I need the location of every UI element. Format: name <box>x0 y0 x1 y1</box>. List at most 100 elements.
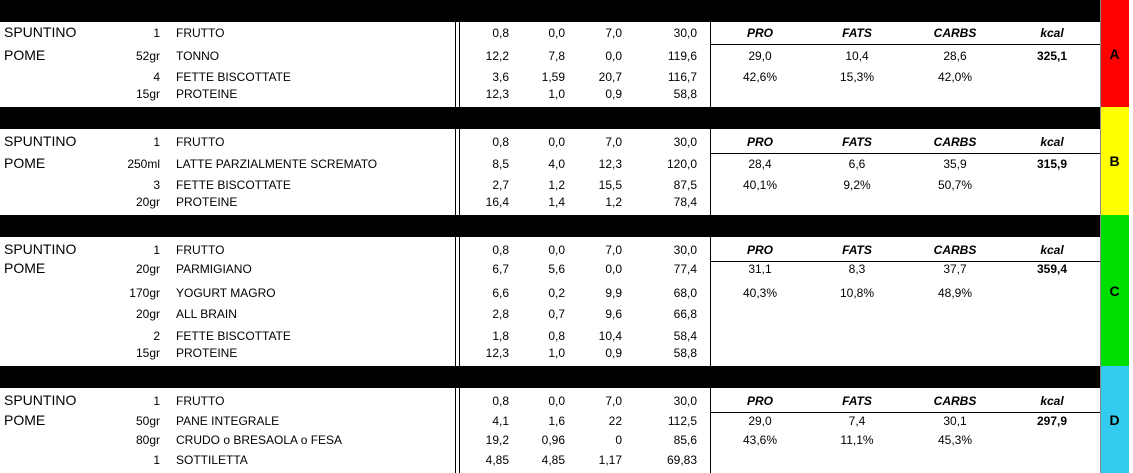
nutrient-value: 0,9 <box>605 87 622 101</box>
nutrient-value: 6,7 <box>492 262 509 276</box>
nutrient-value: 58,8 <box>673 346 697 360</box>
nutrient-value: 4,0 <box>548 157 565 171</box>
summary-value: 359,4 <box>1036 262 1068 276</box>
divider <box>455 237 456 366</box>
divider <box>459 388 460 473</box>
divider <box>459 129 460 215</box>
header-bar <box>0 107 1100 129</box>
quantity: 20gr <box>135 195 160 209</box>
nutrient-value: 1,2 <box>548 178 565 192</box>
food-name: PANE INTEGRALE <box>176 414 280 428</box>
nutrient-value: 4,1 <box>492 414 509 428</box>
nutrient-value: 0,8 <box>492 243 509 257</box>
nutrient-value: 7,0 <box>605 26 622 40</box>
quantity: 1 <box>153 453 160 467</box>
quantity: 1 <box>153 243 160 257</box>
quantity: 50gr <box>135 414 160 428</box>
divider <box>710 261 1100 262</box>
nutrient-value: 12,3 <box>598 157 622 171</box>
divider <box>459 237 460 366</box>
row-label: SPUNTINO <box>4 241 77 257</box>
nutrient-value: 0,0 <box>548 394 565 408</box>
nutrient-value: 0,0 <box>548 135 565 149</box>
quantity: 2 <box>153 329 160 343</box>
divider <box>710 237 711 366</box>
nutrient-value: 77,4 <box>673 262 697 276</box>
summary-value: 8,3 <box>848 262 866 276</box>
row-label: POME <box>4 47 46 63</box>
summary-value: 297,9 <box>1036 414 1068 428</box>
row-label: SPUNTINO <box>4 133 77 149</box>
food-name: SOTTILETTA <box>176 453 248 467</box>
divider <box>710 44 1100 45</box>
summary-header: kcal <box>1040 135 1064 149</box>
food-name: PARMIGIANO <box>176 262 252 276</box>
summary-header: CARBS <box>933 394 977 408</box>
summary-percent: 9,2% <box>843 178 871 192</box>
nutrient-value: 78,4 <box>673 195 697 209</box>
nutrient-value: 12,3 <box>485 87 509 101</box>
nutrient-value: 30,0 <box>673 26 697 40</box>
food-name: PROTEINE <box>176 346 238 360</box>
divider <box>455 129 456 215</box>
nutrient-value: 1,59 <box>541 70 565 84</box>
summary-value: 325,1 <box>1036 49 1068 63</box>
divider <box>710 22 711 107</box>
nutrient-value: 12,3 <box>485 346 509 360</box>
food-name: TONNO <box>176 49 220 63</box>
summary-percent: 40,1% <box>742 178 778 192</box>
nutrient-value: 9,6 <box>605 307 622 321</box>
summary-value: 35,9 <box>943 157 967 171</box>
header-bar <box>0 215 1100 237</box>
summary-percent: 11,1% <box>840 433 874 447</box>
row-label: POME <box>4 155 46 171</box>
nutrient-value: 4,85 <box>541 453 565 467</box>
nutrient-value: 12,2 <box>485 49 509 63</box>
nutrient-value: 120,0 <box>666 157 697 171</box>
nutrient-value: 9,9 <box>605 286 622 300</box>
nutrient-value: 1,0 <box>548 87 565 101</box>
nutrient-value: 15,5 <box>598 178 622 192</box>
nutrient-value: 1,0 <box>548 346 565 360</box>
row-label: POME <box>4 412 46 428</box>
nutrient-value: 1,2 <box>605 195 622 209</box>
summary-percent: 43,6% <box>742 433 778 447</box>
summary-header: PRO <box>746 243 773 257</box>
summary-header: CARBS <box>933 243 977 257</box>
summary-header: kcal <box>1040 26 1064 40</box>
nutrient-value: 85,6 <box>673 433 697 447</box>
divider <box>710 153 1100 154</box>
food-name: ALL BRAIN <box>176 307 237 321</box>
nutrient-value: 30,0 <box>673 243 697 257</box>
quantity: 1 <box>153 394 160 408</box>
header-bar <box>0 0 1100 22</box>
nutrient-value: 4,85 <box>485 453 509 467</box>
quantity: 52gr <box>135 49 160 63</box>
nutrient-value: 1,17 <box>598 453 622 467</box>
food-name: FRUTTO <box>176 243 225 257</box>
quantity: 20gr <box>135 307 160 321</box>
quantity: 80gr <box>135 433 160 447</box>
summary-percent: 50,7% <box>937 178 973 192</box>
summary-value: 28,4 <box>748 157 772 171</box>
food-name: FRUTTO <box>176 394 225 408</box>
quantity: 20gr <box>135 262 160 276</box>
row-label: POME <box>4 260 46 276</box>
divider <box>710 129 711 215</box>
food-name: FETTE BISCOTTATE <box>176 70 291 84</box>
summary-percent: 45,3% <box>937 433 973 447</box>
food-name: CRUDO o BRESAOLA o FESA <box>176 433 343 447</box>
nutrient-value: 0,0 <box>605 49 622 63</box>
divider <box>710 388 711 473</box>
quantity: 4 <box>153 70 160 84</box>
summary-value: 10,4 <box>845 49 869 63</box>
summary-value: 315,9 <box>1036 157 1068 171</box>
nutrient-value: 7,0 <box>605 243 622 257</box>
nutrient-value: 0,9 <box>605 346 622 360</box>
nutrient-value: 1,6 <box>548 414 565 428</box>
divider <box>455 388 456 473</box>
nutrient-value: 8,5 <box>492 157 509 171</box>
letter: B <box>1109 153 1120 169</box>
food-name: LATTE PARZIALMENTE SCREMATO <box>176 157 378 171</box>
